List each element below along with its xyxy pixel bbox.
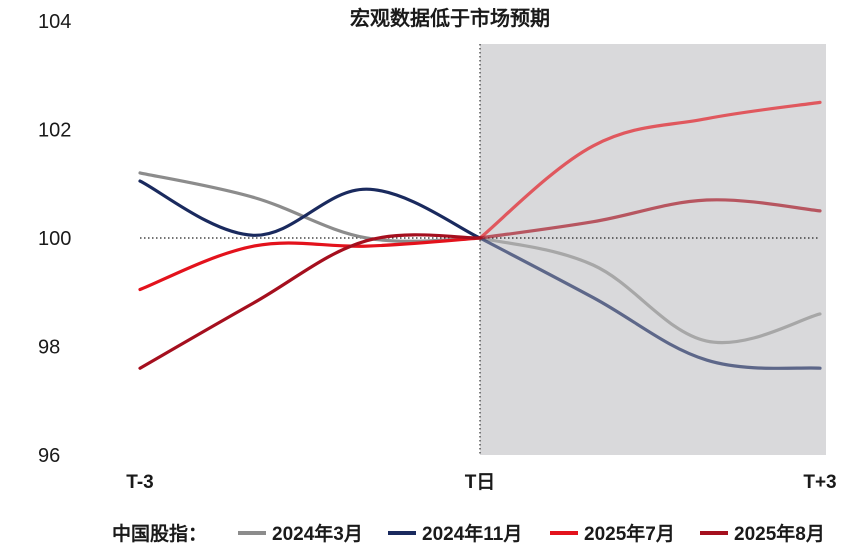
series-line-1 xyxy=(138,171,482,243)
series-line-forecast-1 xyxy=(478,236,822,345)
series-line-forecast-3 xyxy=(478,100,822,240)
x-tick-label: T日 xyxy=(465,472,496,493)
legend-title: 中国股指： xyxy=(112,522,207,545)
series-line-2 xyxy=(138,179,482,240)
series-line-forecast-2 xyxy=(478,236,822,370)
chart-title: 宏观数据低于市场预期 xyxy=(350,6,550,30)
y-tick-label: 102 xyxy=(38,120,71,142)
legend-label: 2024年3月 xyxy=(272,522,363,545)
series-line-3 xyxy=(138,236,482,292)
y-tick-label: 98 xyxy=(38,337,60,359)
y-tick-label: 104 xyxy=(38,11,71,33)
x-tick-label: T-3 xyxy=(126,472,153,493)
series-line-4 xyxy=(138,233,482,370)
series-line-forecast-4 xyxy=(478,198,822,240)
x-tick-label: T+3 xyxy=(803,472,836,493)
forecast-shaded-region xyxy=(480,44,826,455)
legend-label: 2024年11月 xyxy=(422,522,522,545)
y-tick-label: 100 xyxy=(38,228,71,250)
legend-label: 2025年8月 xyxy=(734,522,825,545)
y-tick-label: 96 xyxy=(38,445,60,467)
legend-label: 2025年7月 xyxy=(584,522,675,545)
legend: 中国股指： 2024年3月 2024年11月 2025年7月 2025年8月 xyxy=(112,522,825,545)
